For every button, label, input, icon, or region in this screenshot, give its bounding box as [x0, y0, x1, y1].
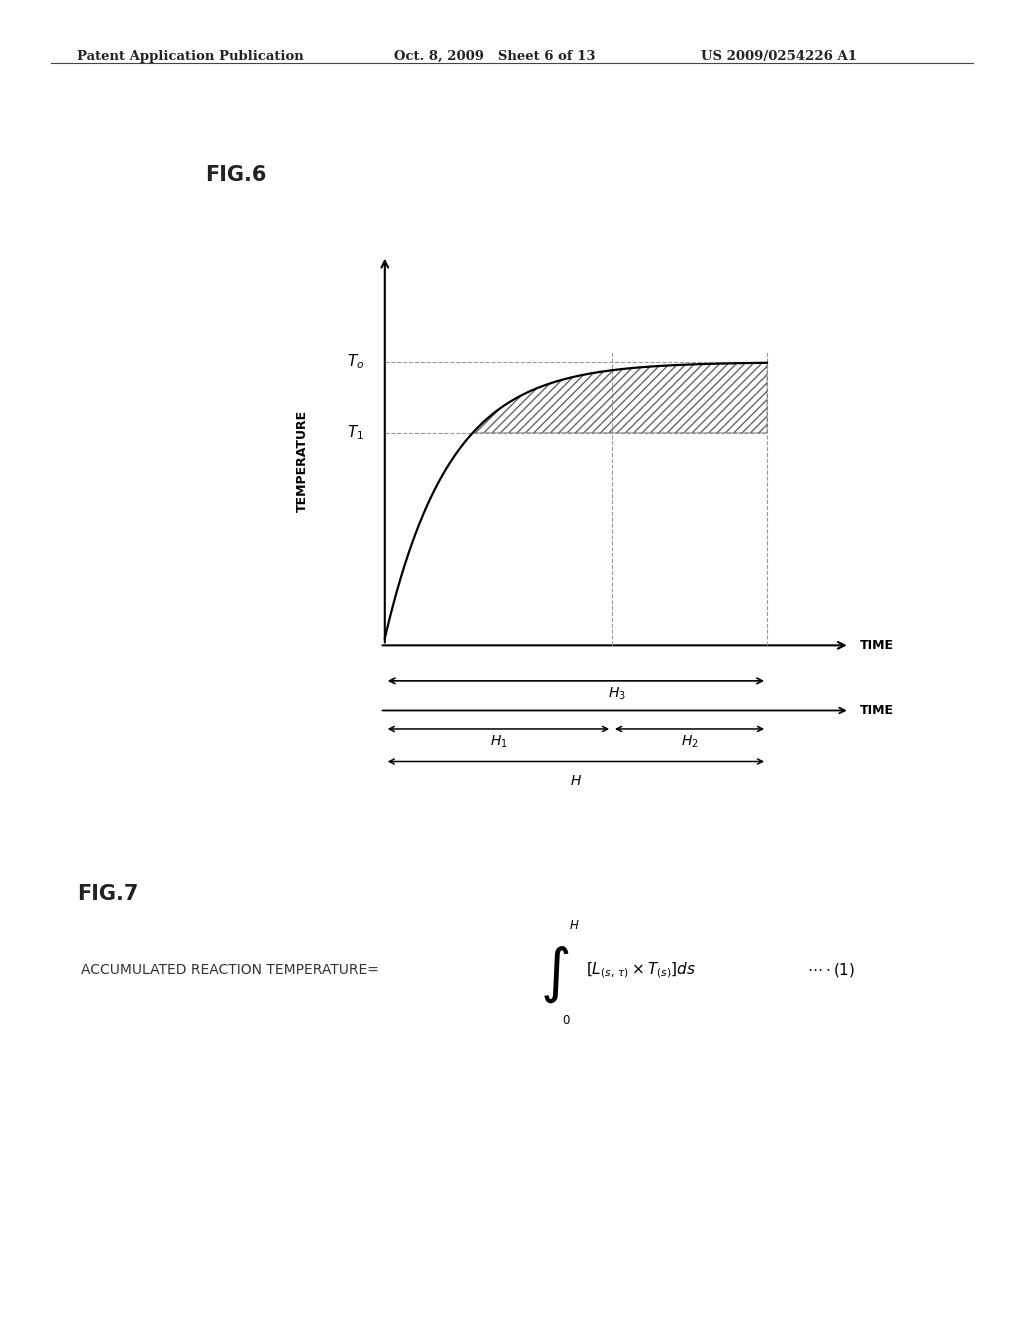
- Text: $H$: $H$: [570, 774, 582, 788]
- Text: $[L_{(s,\,\tau)} \times T_{(s)}]ds$: $[L_{(s,\,\tau)} \times T_{(s)}]ds$: [586, 961, 696, 979]
- Text: Patent Application Publication: Patent Application Publication: [77, 50, 303, 63]
- Text: $H_3$: $H_3$: [608, 685, 626, 702]
- Text: ACCUMULATED REACTION TEMPERATURE=: ACCUMULATED REACTION TEMPERATURE=: [81, 964, 379, 977]
- Text: $\int$: $\int$: [540, 945, 569, 1006]
- Text: $T_1$: $T_1$: [347, 424, 365, 442]
- Text: TIME: TIME: [860, 639, 894, 652]
- Text: $T_o$: $T_o$: [347, 352, 365, 371]
- Text: $H_1$: $H_1$: [489, 734, 507, 750]
- Text: Oct. 8, 2009   Sheet 6 of 13: Oct. 8, 2009 Sheet 6 of 13: [394, 50, 596, 63]
- Text: $H$: $H$: [569, 919, 580, 932]
- Text: US 2009/0254226 A1: US 2009/0254226 A1: [701, 50, 857, 63]
- Text: $0$: $0$: [562, 1014, 570, 1027]
- Text: $H_2$: $H_2$: [681, 734, 698, 750]
- Text: $\cdots\cdot(1)$: $\cdots\cdot(1)$: [807, 961, 855, 979]
- Text: TEMPERATURE: TEMPERATURE: [296, 411, 308, 512]
- Text: FIG.7: FIG.7: [77, 884, 138, 904]
- Text: FIG.6: FIG.6: [205, 165, 266, 185]
- Text: TIME: TIME: [860, 704, 894, 717]
